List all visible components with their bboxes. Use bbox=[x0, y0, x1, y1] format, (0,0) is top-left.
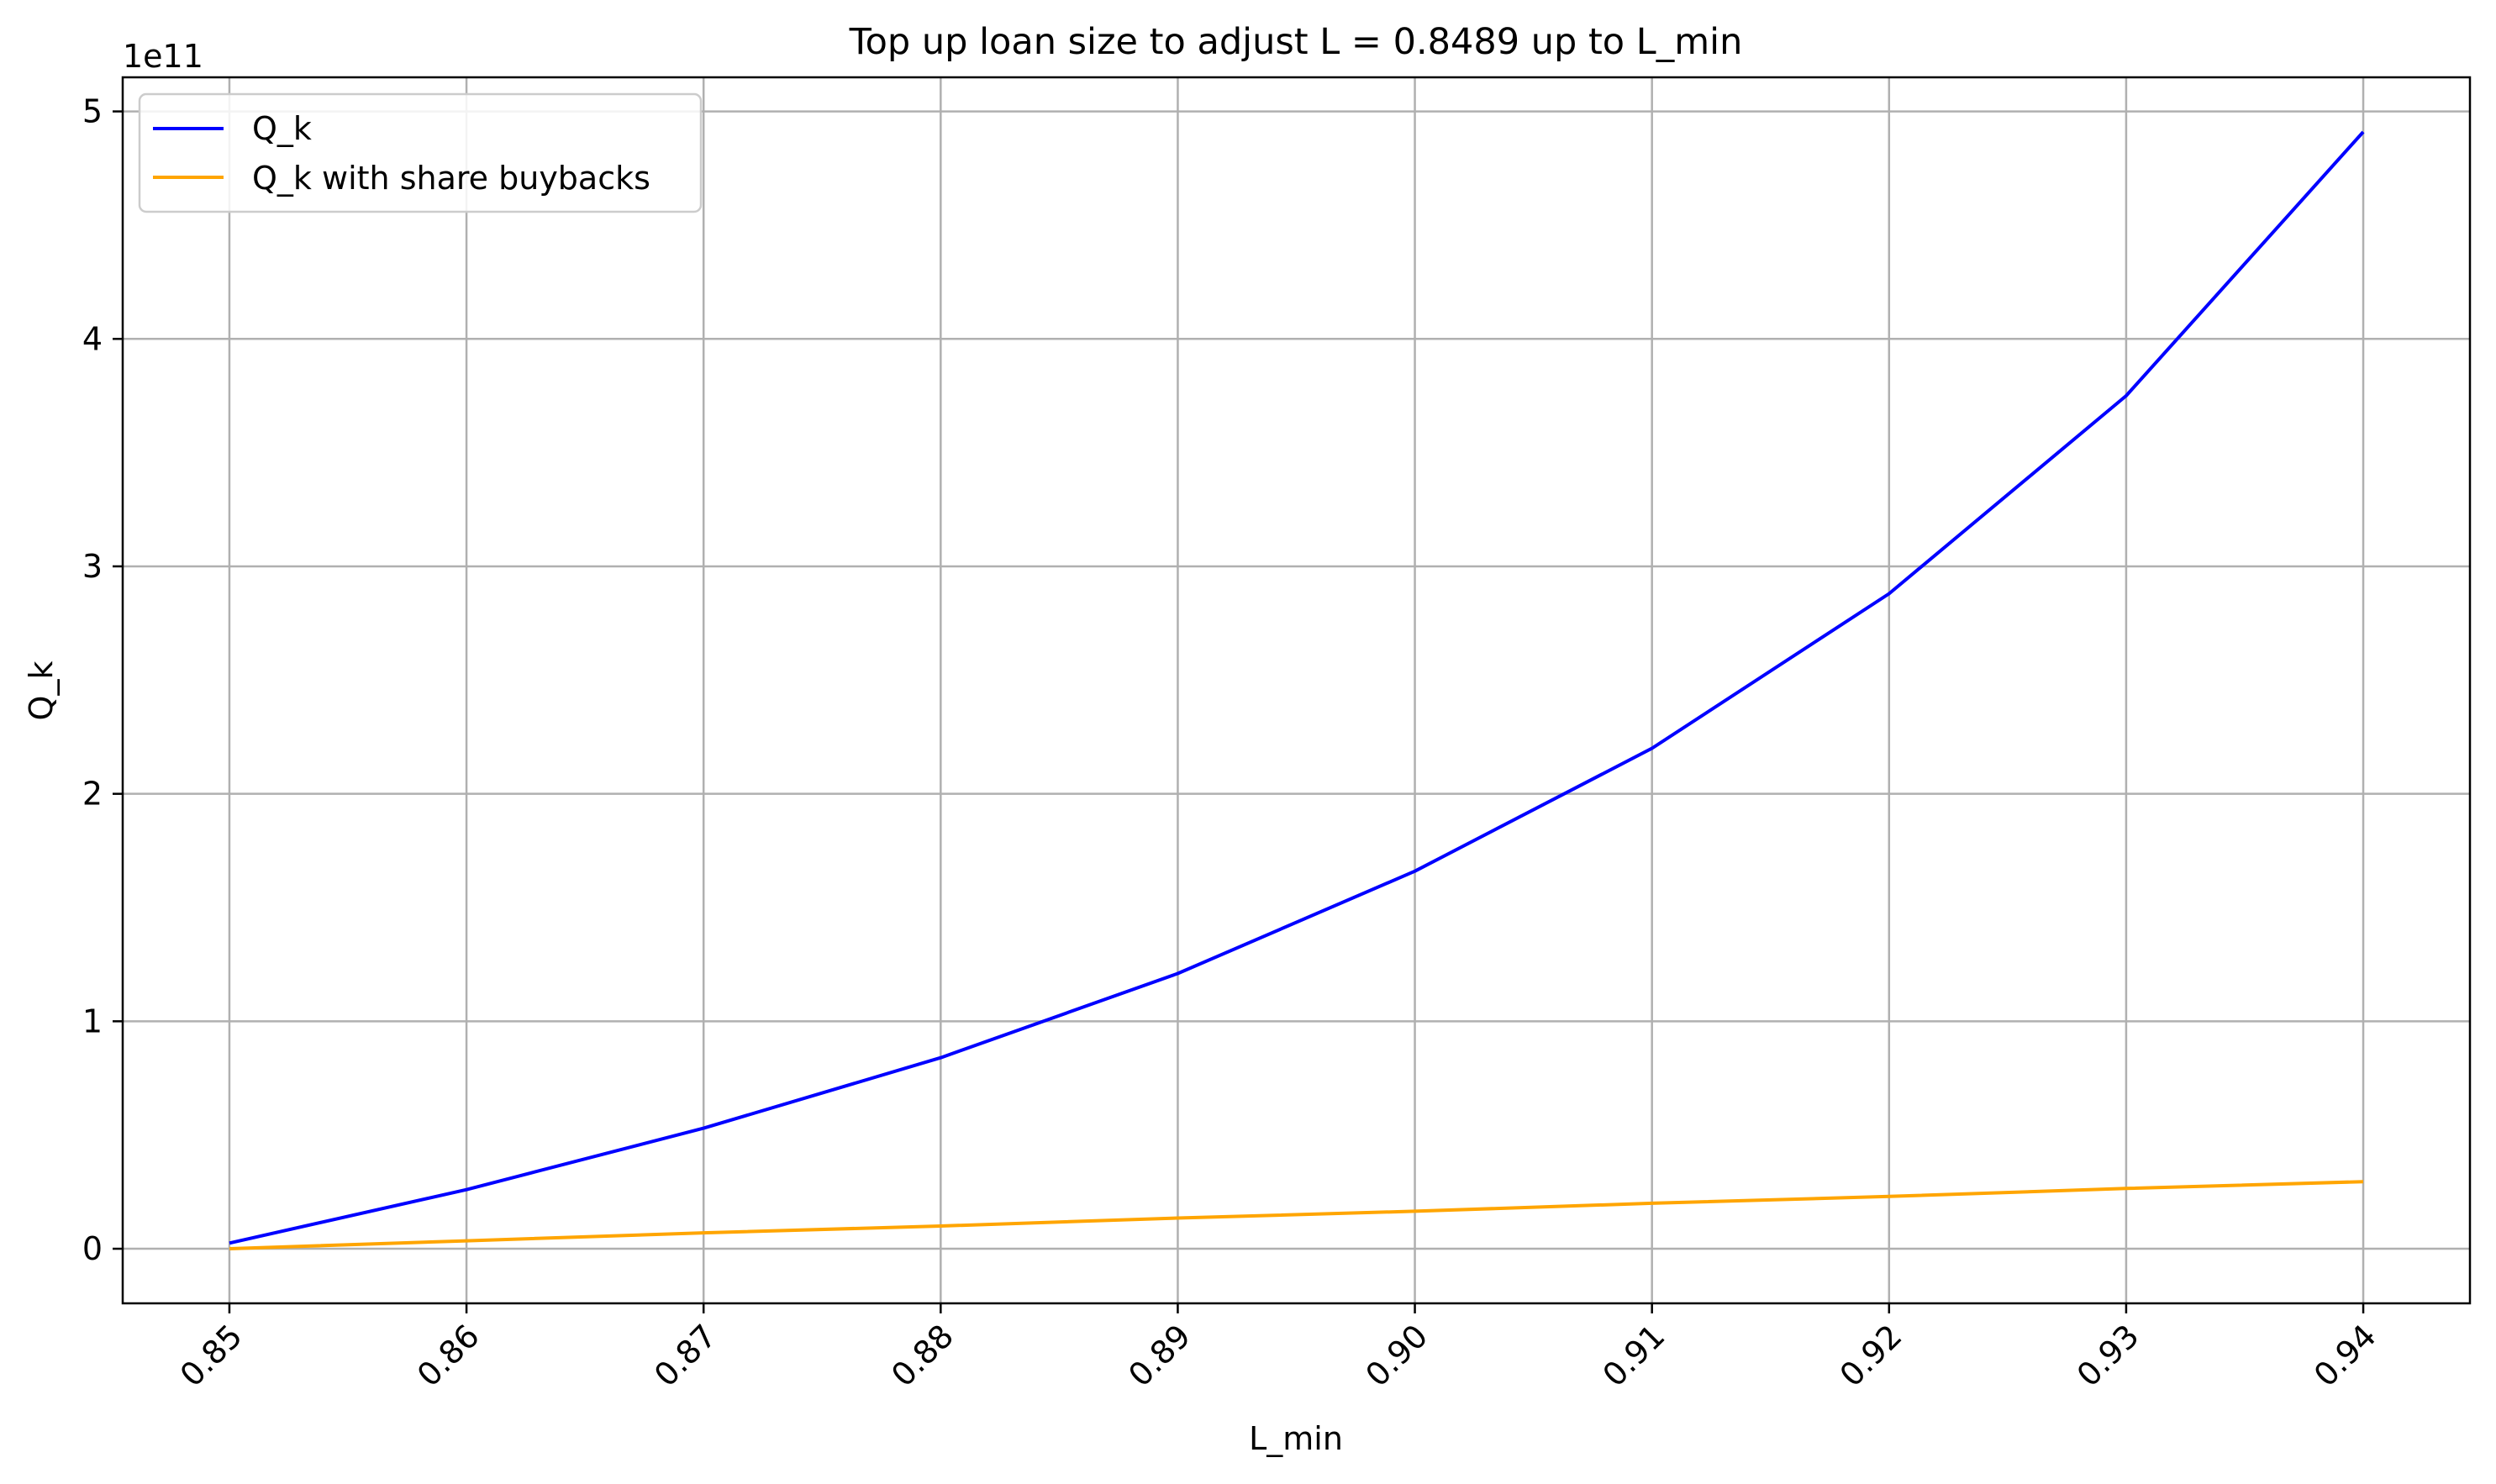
legend: Q_k Q_k with share buybacks bbox=[138, 92, 703, 213]
y-tick-label: 2 bbox=[82, 776, 103, 813]
legend-label-q-k: Q_k bbox=[252, 110, 312, 147]
y-tick-label: 3 bbox=[82, 548, 103, 585]
y-tick-label: 5 bbox=[82, 93, 103, 130]
grid-lines bbox=[123, 77, 2470, 1303]
x-axis-label: L_min bbox=[1249, 1420, 1343, 1457]
legend-box bbox=[138, 92, 703, 213]
y-tick-label: 4 bbox=[82, 320, 103, 357]
y-tick-label: 1 bbox=[82, 1002, 103, 1039]
y-axis-label: Q_k bbox=[23, 661, 60, 721]
chart-title: Top up loan size to adjust L = 0.8489 up… bbox=[849, 21, 1743, 63]
axes-frame bbox=[121, 76, 2472, 1305]
legend-label-q-k-with-share-buybacks: Q_k with share buybacks bbox=[252, 160, 650, 197]
y-tick-label: 0 bbox=[82, 1230, 103, 1267]
y-axis-ticks: 0 1 2 3 4 5 bbox=[82, 93, 123, 1267]
series-lines bbox=[229, 130, 2365, 1250]
y-axis-offset-label: 1e11 bbox=[123, 38, 203, 75]
series-line-q-k-with-share-buybacks bbox=[229, 1180, 2364, 1250]
series-line-q-k bbox=[229, 130, 2365, 1245]
